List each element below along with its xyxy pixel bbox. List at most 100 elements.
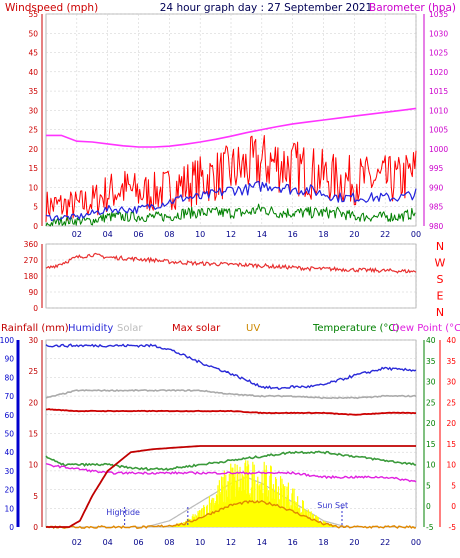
humidity-tick-label: 10	[4, 504, 14, 513]
compass-label: N	[436, 240, 444, 253]
compass-label: E	[437, 290, 444, 303]
humidity-tick-label: 0	[9, 523, 14, 532]
direction-tick-label: 0	[33, 304, 38, 313]
dewpoint-tick-label: 20	[446, 419, 456, 428]
x-tick-label: 08	[164, 230, 174, 239]
wind-tick-label: 5	[33, 203, 38, 212]
wind-tick-label: 0	[33, 222, 38, 231]
x-tick-label: 14	[257, 230, 267, 239]
humidity-tick-label: 80	[4, 373, 14, 382]
temperature-tick-label: -5	[426, 523, 434, 532]
legend-solar: Solar	[117, 323, 143, 334]
barometer-tick-label: 1025	[429, 49, 448, 58]
wind-tick-label: 55	[28, 10, 38, 19]
hightide-annotation: Hightide	[106, 508, 140, 517]
temperature-tick-label: 25	[426, 398, 436, 407]
legend-uv: UV	[246, 323, 260, 334]
wind-tick-label: 10	[28, 183, 38, 192]
wind-tick-label: 40	[28, 68, 38, 77]
humidity-tick-label: 20	[4, 486, 14, 495]
x-tick-label: 00	[411, 230, 421, 239]
temperature-tick-label: 5	[426, 481, 431, 490]
barometer-tick-label: 1030	[429, 29, 448, 38]
x-tick-label: 12	[226, 230, 236, 239]
temperature-tick-label: 30	[426, 378, 436, 387]
dewpoint-tick-label: 25	[446, 398, 456, 407]
humidity-tick-label: 30	[4, 467, 14, 476]
wind-tick-label: 25	[28, 126, 38, 135]
direction-tick-label: 180	[24, 272, 39, 281]
temperature-tick-label: 40	[426, 336, 436, 345]
x-tick-label-bottom: 12	[226, 538, 236, 547]
dewpoint-tick-label: 15	[446, 440, 456, 449]
solar-line	[45, 389, 417, 400]
humidity-line	[45, 343, 417, 390]
temperature-tick-label: 15	[426, 440, 436, 449]
barometer-tick-label: 1020	[429, 68, 448, 77]
legend-max-solar: Max solar	[172, 323, 221, 334]
temperature-tick-label: 35	[426, 357, 436, 366]
x-tick-label: 20	[349, 230, 359, 239]
x-tick-label-bottom: 04	[103, 538, 113, 547]
wind-direction-line	[45, 252, 417, 274]
chart-title: 24 hour graph day : 27 September 2021	[160, 2, 372, 14]
temperature-tick-label: 0	[426, 502, 431, 511]
rain-tick-label: 20	[28, 398, 38, 407]
dewpoint-tick-label: 30	[446, 378, 456, 387]
x-tick-label: 02	[72, 230, 82, 239]
x-tick-label-bottom: 16	[288, 538, 298, 547]
x-tick-label: 16	[288, 230, 298, 239]
humidity-tick-label: 50	[4, 430, 14, 439]
x-tick-label: 06	[133, 230, 143, 239]
rain-tick-label: 0	[33, 523, 38, 532]
wind-low-line	[45, 203, 416, 227]
x-tick-label: 10	[195, 230, 205, 239]
dewpoint-tick-label: -5	[449, 523, 457, 532]
direction-tick-label: 360	[24, 240, 39, 249]
wind-tick-label: 35	[28, 87, 38, 96]
wind-tick-label: 20	[28, 145, 38, 154]
legend-humidity: Humidity	[68, 323, 113, 334]
barometer-tick-label: 1010	[429, 106, 448, 115]
humidity-tick-label: 40	[4, 448, 14, 457]
windspeed-axis-title: Windspeed (mph)	[5, 2, 98, 14]
barometer-line	[46, 107, 417, 148]
legend-dew-point: Dew Point (°C)	[392, 323, 460, 334]
barometer-tick-label: 980	[429, 222, 444, 231]
sunset-annotation: Sun Set	[317, 501, 348, 510]
temperature-line	[45, 450, 417, 471]
direction-tick-label: 270	[24, 256, 39, 265]
windspeed-line	[45, 135, 417, 222]
x-tick-label-bottom: 10	[195, 538, 205, 547]
wind-tick-label: 50	[28, 29, 38, 38]
x-tick-label-bottom: 02	[72, 538, 82, 547]
rain-tick-label: 30	[28, 336, 38, 345]
humidity-tick-label: 70	[4, 392, 14, 401]
barometer-tick-label: 985	[429, 203, 444, 212]
dewpoint-tick-label: 35	[446, 357, 456, 366]
barometer-tick-label: 1035	[429, 10, 448, 19]
rain-tick-label: 25	[28, 367, 38, 376]
compass-label: S	[437, 273, 444, 286]
x-tick-label-bottom: 22	[380, 538, 390, 547]
wind-tick-label: 45	[28, 49, 38, 58]
wind-tick-label: 30	[28, 106, 38, 115]
legend-temperature: Temperature (°C)	[312, 323, 399, 334]
rain-tick-label: 10	[28, 461, 38, 470]
x-tick-label-bottom: 18	[318, 538, 328, 547]
wind-tick-label: 15	[28, 164, 38, 173]
temperature-tick-label: 10	[426, 461, 436, 470]
x-tick-label-bottom: 00	[411, 538, 421, 547]
temperature-tick-label: 20	[426, 419, 436, 428]
x-tick-label: 04	[103, 230, 113, 239]
max-solar-line	[45, 408, 416, 416]
x-tick-label-bottom: 08	[164, 538, 174, 547]
compass-label: N	[436, 306, 444, 319]
barometer-axis-title: Barometer (hpa)	[369, 2, 456, 14]
barometer-tick-label: 990	[429, 183, 444, 192]
barometer-tick-label: 1015	[429, 87, 448, 96]
barometer-tick-label: 995	[429, 164, 444, 173]
wind-average-line	[45, 180, 417, 222]
